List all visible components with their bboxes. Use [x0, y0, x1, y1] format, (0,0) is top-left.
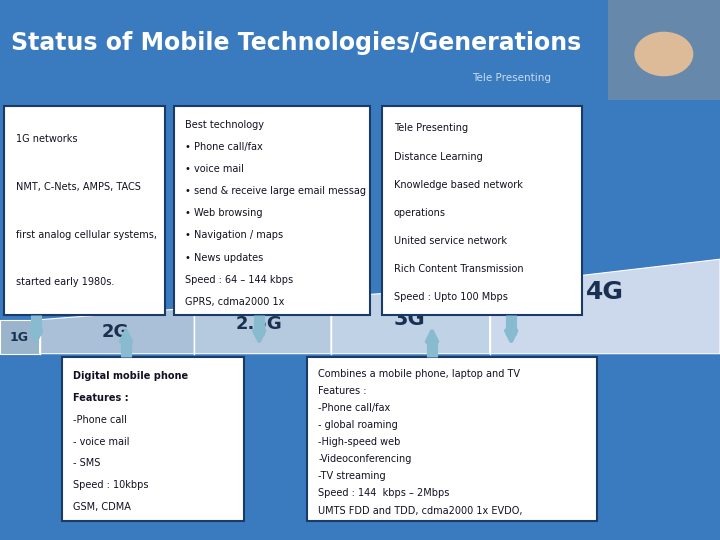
Text: Speed : 10kbps: Speed : 10kbps	[73, 480, 149, 490]
Text: GSM, CDMA: GSM, CDMA	[73, 502, 131, 512]
Text: - voice mail: - voice mail	[73, 436, 130, 447]
Polygon shape	[40, 308, 194, 354]
Text: Distance Learning: Distance Learning	[394, 152, 482, 161]
Text: • voice mail: • voice mail	[185, 164, 244, 174]
Text: GPRS, cdma2000 1x: GPRS, cdma2000 1x	[185, 296, 284, 307]
Text: • Phone call/fax: • Phone call/fax	[185, 142, 263, 152]
FancyBboxPatch shape	[62, 357, 244, 521]
Polygon shape	[331, 286, 490, 354]
Text: 2.5G: 2.5G	[236, 315, 282, 333]
Text: Speed : 144  kbps – 2Mbps: Speed : 144 kbps – 2Mbps	[318, 488, 449, 498]
Text: operations: operations	[394, 208, 446, 218]
Text: - global roaming: - global roaming	[318, 420, 398, 430]
Text: Digital mobile phone: Digital mobile phone	[73, 371, 189, 381]
Circle shape	[635, 32, 693, 76]
FancyBboxPatch shape	[174, 106, 370, 315]
Text: first analog cellular systems,: first analog cellular systems,	[16, 230, 157, 240]
Text: 1G networks: 1G networks	[16, 134, 77, 144]
Text: United service network: United service network	[394, 236, 507, 246]
Text: Features :: Features :	[318, 386, 366, 396]
Text: 2G: 2G	[102, 323, 129, 341]
Text: Features :: Features :	[73, 393, 129, 403]
Text: -TV streaming: -TV streaming	[318, 471, 386, 481]
Text: 1G: 1G	[10, 331, 29, 344]
FancyBboxPatch shape	[307, 357, 597, 521]
Text: Status of Mobile Technologies/Generations: Status of Mobile Technologies/Generation…	[11, 31, 581, 55]
Text: Speed : 64 – 144 kbps: Speed : 64 – 144 kbps	[185, 274, 293, 285]
Text: 4G: 4G	[586, 280, 624, 303]
Text: Speed : Upto 100 Mbps: Speed : Upto 100 Mbps	[394, 292, 508, 302]
Polygon shape	[194, 297, 331, 354]
Text: started early 1980s.: started early 1980s.	[16, 278, 114, 287]
Text: -Videoconferencing: -Videoconferencing	[318, 454, 412, 464]
Text: Tele Presenting: Tele Presenting	[472, 73, 551, 83]
Text: 3G: 3G	[393, 308, 425, 329]
Text: • send & receive large email messag: • send & receive large email messag	[185, 186, 366, 197]
Polygon shape	[0, 320, 40, 354]
Text: • News updates: • News updates	[185, 253, 264, 262]
Text: -High-speed web: -High-speed web	[318, 437, 400, 447]
Text: Knowledge based network: Knowledge based network	[394, 180, 523, 190]
Text: • Web browsing: • Web browsing	[185, 208, 263, 218]
Text: UMTS FDD and TDD, cdma2000 1x EVDO,: UMTS FDD and TDD, cdma2000 1x EVDO,	[318, 505, 523, 516]
Text: -Phone call/fax: -Phone call/fax	[318, 403, 390, 413]
Text: - SMS: - SMS	[73, 458, 101, 468]
Text: Combines a mobile phone, laptop and TV: Combines a mobile phone, laptop and TV	[318, 368, 521, 379]
FancyBboxPatch shape	[4, 106, 165, 315]
Text: • Navigation / maps: • Navigation / maps	[185, 231, 283, 240]
FancyBboxPatch shape	[382, 106, 582, 315]
Polygon shape	[490, 259, 720, 354]
Text: NMT, C-Nets, AMPS, TACS: NMT, C-Nets, AMPS, TACS	[16, 182, 140, 192]
Text: Best technology: Best technology	[185, 120, 264, 130]
Text: -Phone call: -Phone call	[73, 415, 127, 425]
Text: Tele Presenting: Tele Presenting	[394, 124, 468, 133]
Text: Rich Content Transmission: Rich Content Transmission	[394, 264, 523, 274]
FancyBboxPatch shape	[608, 0, 720, 100]
